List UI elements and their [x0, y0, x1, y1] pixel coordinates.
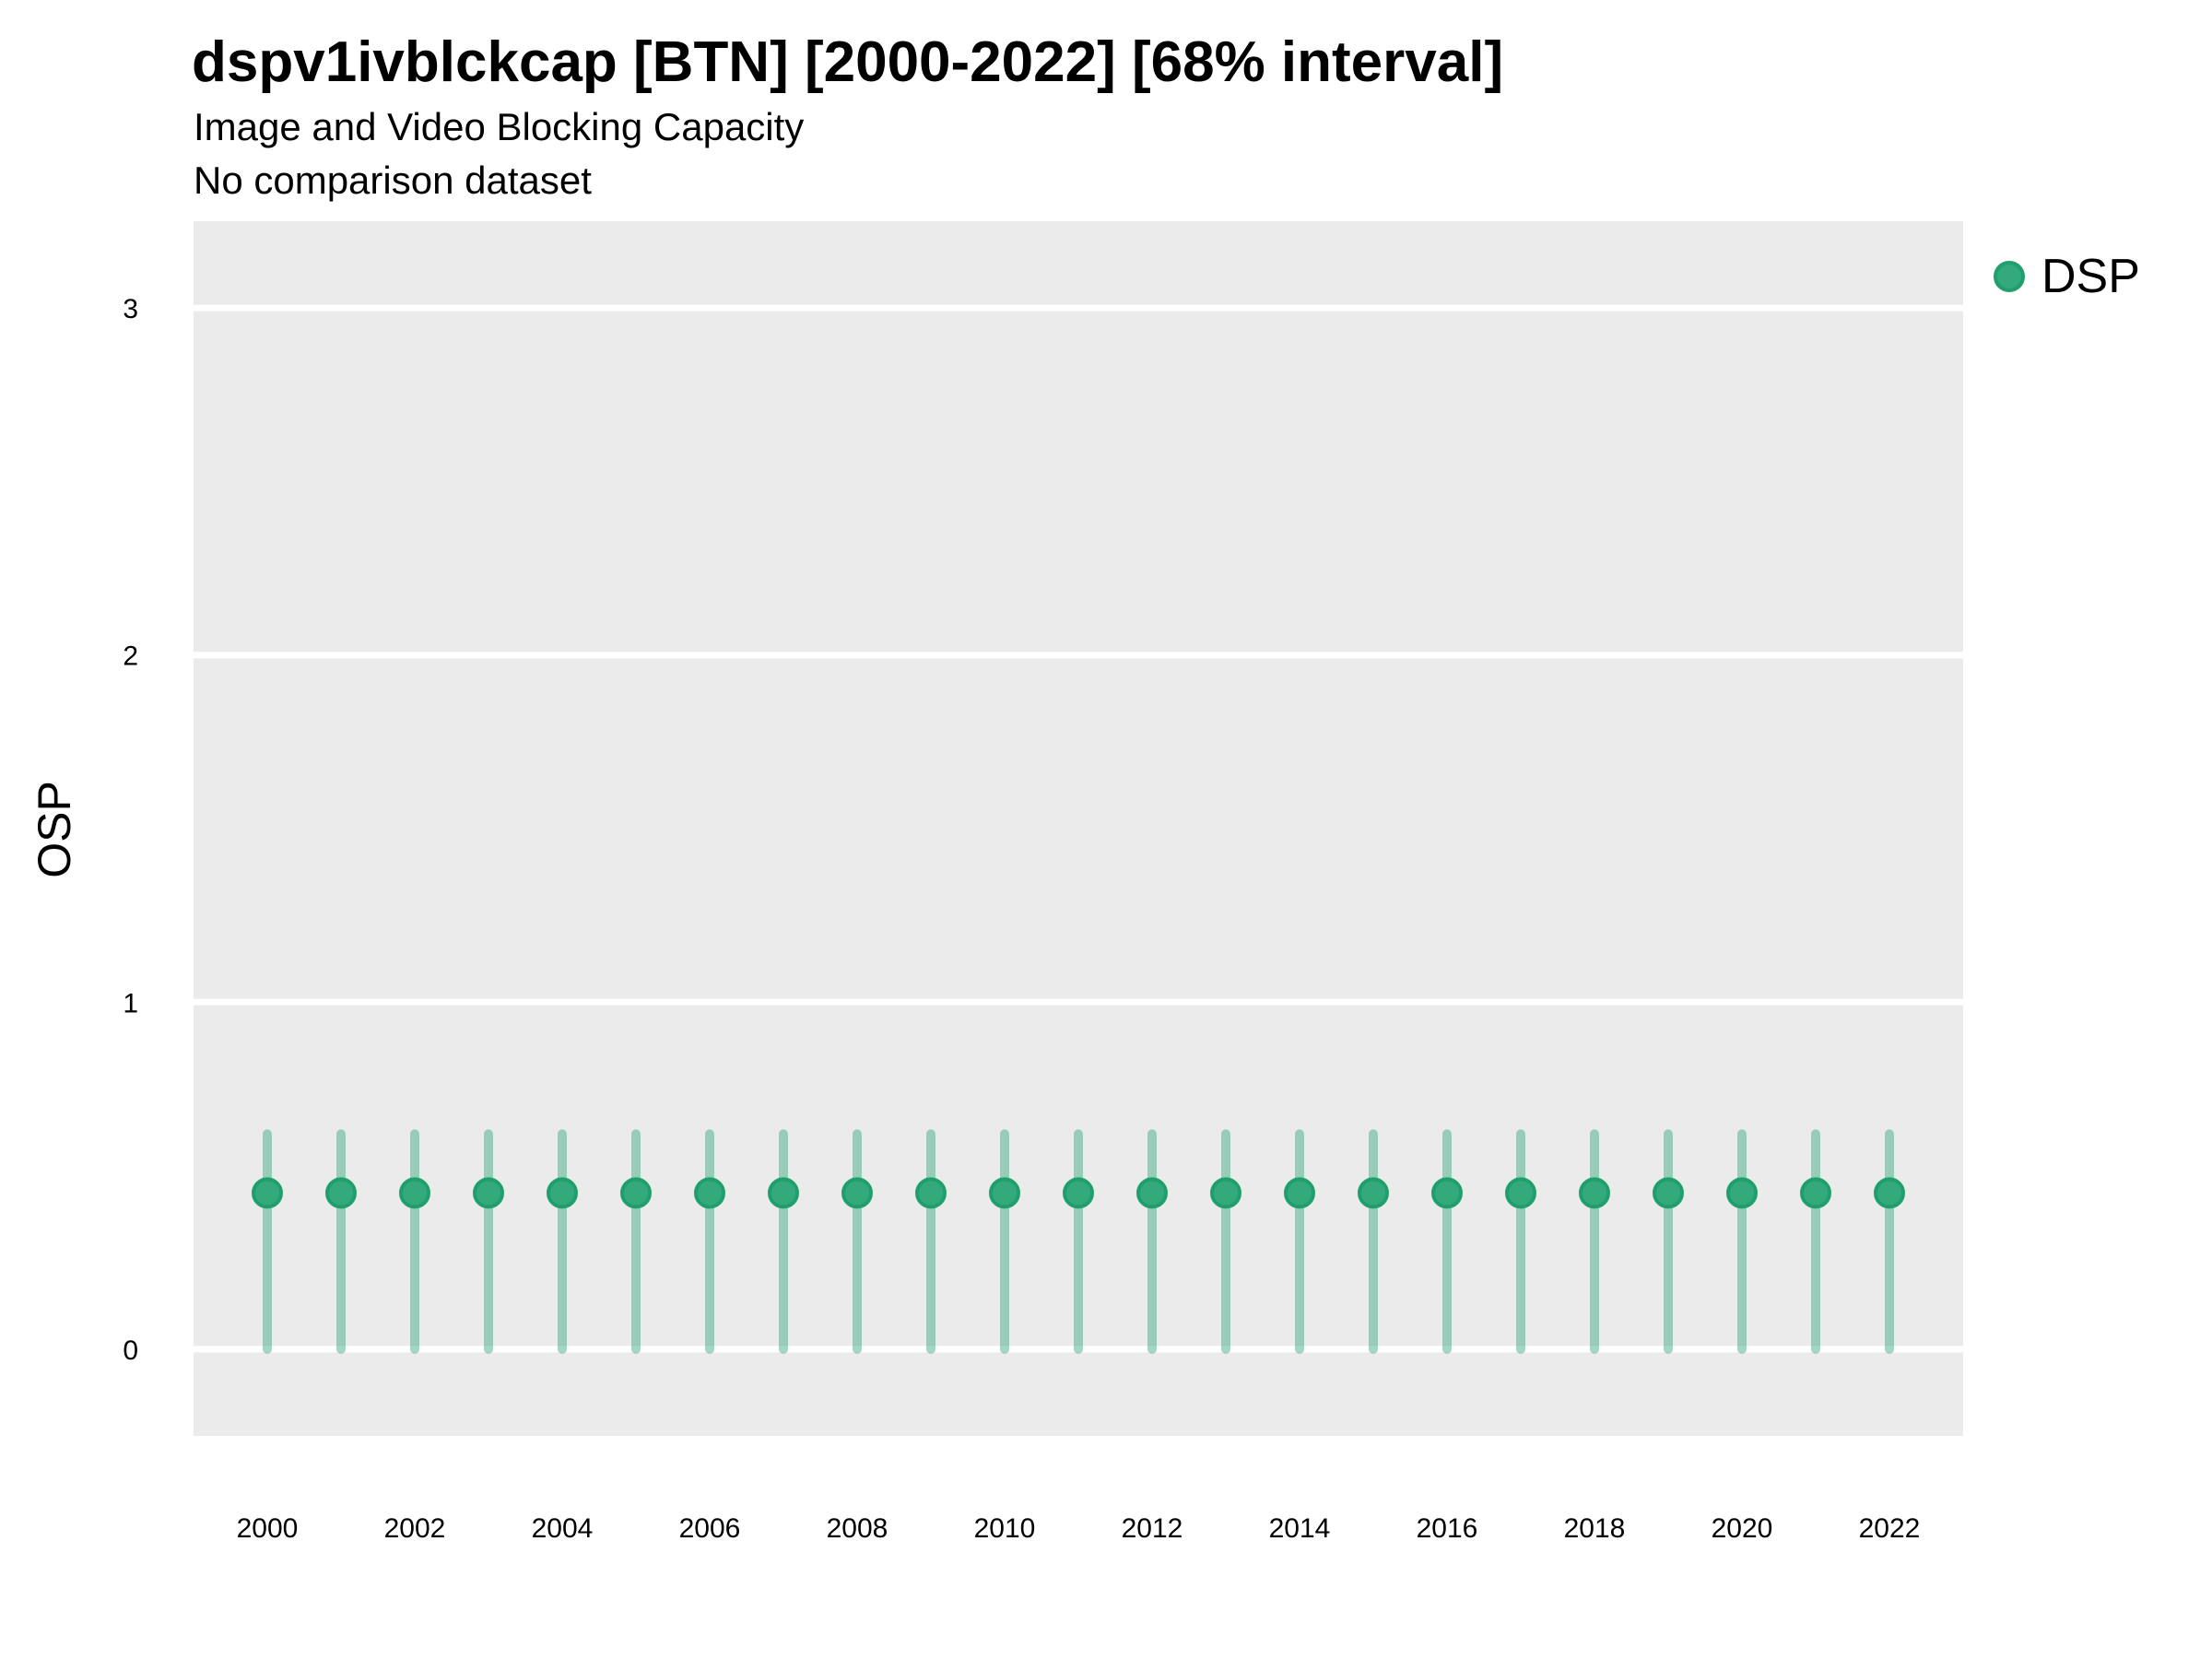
data-point-2013	[1210, 1177, 1241, 1209]
legend: DSP	[1994, 249, 2140, 304]
x-tick-label-2018: 2018	[1564, 1513, 1626, 1544]
chart-subtitle: Image and Video Blocking Capacity	[194, 105, 805, 148]
data-point-2018	[1579, 1177, 1610, 1209]
x-tick-label-2000: 2000	[237, 1513, 299, 1544]
chart-title: dspv1ivblckcap [BTN] [2000-2022] [68% in…	[192, 30, 1504, 94]
data-point-2014	[1284, 1177, 1315, 1209]
data-point-2008	[841, 1177, 873, 1209]
legend-label-dsp: DSP	[2041, 250, 2140, 303]
x-tick-label-2010: 2010	[974, 1513, 1036, 1544]
data-point-2012	[1136, 1177, 1168, 1209]
x-tick-label-2020: 2020	[1712, 1513, 1773, 1544]
plot-panel	[194, 221, 1963, 1436]
data-point-2016	[1431, 1177, 1463, 1209]
x-tick-label-2016: 2016	[1417, 1513, 1478, 1544]
data-point-2000	[252, 1177, 283, 1209]
y-tick-label-1: 1	[123, 988, 138, 1018]
data-point-2001	[325, 1177, 357, 1209]
data-point-2019	[1653, 1177, 1684, 1209]
data-point-2006	[694, 1177, 725, 1209]
comparison-note: No comparison dataset	[194, 159, 592, 202]
data-point-2004	[547, 1177, 578, 1209]
data-point-2007	[768, 1177, 799, 1209]
data-point-2015	[1358, 1177, 1389, 1209]
x-tick-label-2004: 2004	[532, 1513, 594, 1544]
y-axis-label: OSP	[29, 781, 80, 878]
data-point-2005	[620, 1177, 652, 1209]
x-tick-label-2014: 2014	[1269, 1513, 1331, 1544]
y-tick-label-2: 2	[123, 641, 138, 672]
data-point-2010	[989, 1177, 1020, 1209]
data-point-2017	[1505, 1177, 1536, 1209]
x-tick-label-2012: 2012	[1122, 1513, 1183, 1544]
data-point-2002	[399, 1177, 430, 1209]
data-point-2021	[1800, 1177, 1831, 1209]
legend-marker-dsp-icon	[1994, 261, 2025, 292]
x-tick-label-2006: 2006	[679, 1513, 741, 1544]
data-point-2020	[1726, 1177, 1758, 1209]
y-tick-label-0: 0	[123, 1335, 138, 1366]
y-tick-label-3: 3	[123, 294, 138, 324]
x-tick-label-2008: 2008	[827, 1513, 888, 1544]
data-point-2003	[473, 1177, 504, 1209]
data-point-2009	[915, 1177, 947, 1209]
data-point-2011	[1063, 1177, 1094, 1209]
x-tick-label-2002: 2002	[384, 1513, 446, 1544]
data-point-2022	[1874, 1177, 1905, 1209]
x-tick-label-2022: 2022	[1859, 1513, 1921, 1544]
